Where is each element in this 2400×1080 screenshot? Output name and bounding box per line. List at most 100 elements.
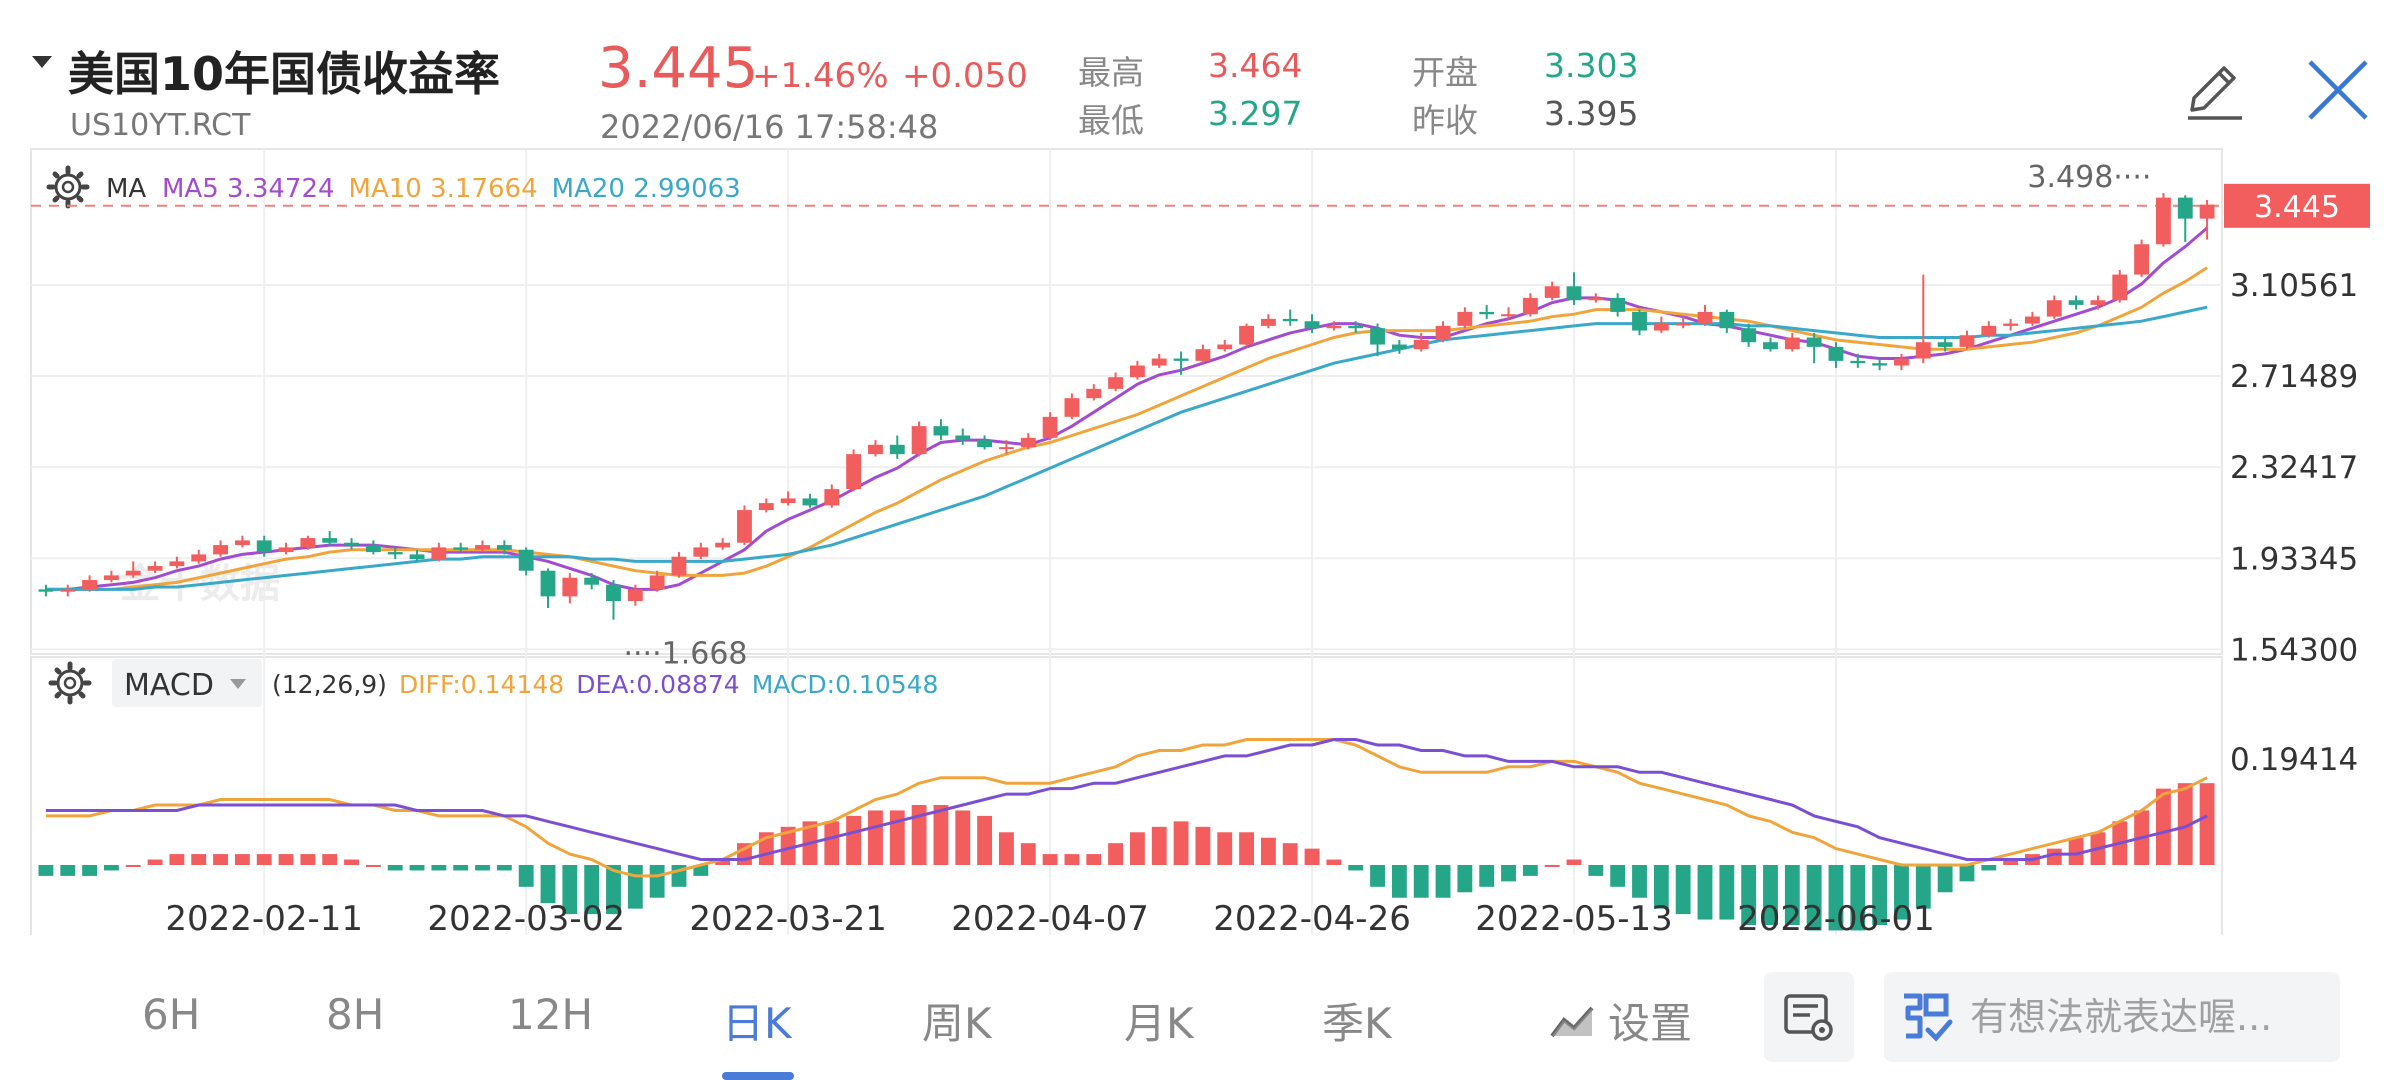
macd-tick-label: 0.19414 bbox=[2230, 742, 2358, 778]
candle-body bbox=[518, 549, 534, 571]
ma-indicator-label[interactable]: MA bbox=[106, 174, 146, 204]
instrument-title[interactable]: 美国10年国债收益率 bbox=[68, 47, 501, 101]
settings-button[interactable]: 设置 bbox=[1550, 990, 1692, 1051]
bottom-toolbar: 6H 8H 12H 日K 周K 月K 季K 设置 bbox=[0, 960, 2400, 1080]
candle-body bbox=[824, 489, 840, 506]
ma-lines bbox=[45, 226, 2209, 591]
macd-bar bbox=[169, 854, 185, 865]
chart-svg[interactable]: 金十数据 MA MA5 3.34724 MA10 3.17664 MA20 2.99… bbox=[0, 145, 2400, 935]
macd-bar bbox=[868, 810, 883, 865]
candle-body bbox=[2112, 274, 2128, 301]
candle-body bbox=[431, 547, 447, 560]
comment-box[interactable] bbox=[1884, 972, 2340, 1062]
macd-bar bbox=[1653, 865, 1669, 909]
macd-bar bbox=[1632, 865, 1647, 898]
ma10-line bbox=[45, 266, 2208, 591]
news-button[interactable] bbox=[1764, 972, 1854, 1062]
stat-low-label: 最低 bbox=[1078, 101, 1144, 140]
candle-body bbox=[1894, 358, 1909, 366]
macd-bar bbox=[780, 826, 796, 865]
candle-body bbox=[1763, 342, 1778, 350]
comment-input[interactable] bbox=[1970, 984, 2330, 1050]
candle-body bbox=[278, 547, 294, 553]
tab-quarterly-k[interactable]: 季K bbox=[1322, 999, 1392, 1048]
candle-body bbox=[125, 570, 141, 576]
stat-open-value: 3.303 bbox=[1544, 46, 1639, 85]
macd-bar bbox=[496, 865, 512, 871]
macd-bar bbox=[627, 865, 643, 909]
candle-body bbox=[1086, 388, 1102, 399]
macd-bar bbox=[300, 854, 316, 865]
macd-legend-item: DIFF:0.14148 bbox=[399, 670, 564, 699]
change-amount: +0.050 bbox=[902, 56, 1028, 96]
tab-6h[interactable]: 6H bbox=[142, 990, 201, 1039]
macd-bar bbox=[409, 865, 425, 871]
macd-gear-icon[interactable] bbox=[48, 661, 92, 705]
ma-legend-item: MA5 3.34724 bbox=[162, 174, 335, 204]
macd-bar bbox=[431, 865, 447, 871]
chevron-down-icon[interactable] bbox=[230, 679, 246, 689]
macd-selector[interactable] bbox=[112, 659, 262, 707]
caret-down-icon[interactable] bbox=[32, 56, 52, 68]
tab-8h[interactable]: 8H bbox=[326, 990, 385, 1039]
macd-bar bbox=[1763, 865, 1778, 925]
macd-bar bbox=[1151, 826, 1167, 865]
price-tick-label: 3.10561 bbox=[2230, 268, 2358, 304]
macd-bar bbox=[1501, 865, 1516, 882]
macd-bar bbox=[911, 805, 927, 865]
macd-y-ticks: 0.19414-0.19414 bbox=[2230, 742, 2358, 778]
candle-body bbox=[889, 444, 905, 455]
macd-bar bbox=[1239, 832, 1254, 865]
x-date-label: 2022-04-26 bbox=[1213, 899, 1411, 935]
candle-body bbox=[1108, 377, 1124, 389]
tab-weekly-k[interactable]: 周K bbox=[922, 999, 992, 1048]
pencil-icon[interactable] bbox=[2180, 52, 2250, 122]
macd-bar bbox=[1064, 854, 1080, 865]
macd-selector-label[interactable]: MACD bbox=[124, 668, 214, 703]
macd-bar bbox=[1086, 854, 1102, 865]
macd-bar bbox=[2003, 859, 2019, 865]
candle-body bbox=[2068, 300, 2084, 305]
macd-bar bbox=[933, 805, 949, 865]
macd-bar bbox=[1173, 821, 1189, 865]
candle-body bbox=[1588, 297, 1604, 301]
max-annotation: 3.498···· bbox=[2027, 160, 2151, 195]
candle-body bbox=[2090, 300, 2106, 305]
close-icon[interactable] bbox=[2300, 52, 2376, 128]
diff-line bbox=[45, 738, 2208, 878]
macd-bar bbox=[1588, 865, 1604, 876]
candle-body bbox=[2134, 244, 2150, 275]
danmaku-icon[interactable] bbox=[1898, 988, 1954, 1044]
candle-body bbox=[999, 447, 1014, 450]
macd-bar bbox=[1129, 832, 1145, 865]
candle-body bbox=[2046, 300, 2062, 317]
tab-12h[interactable]: 12H bbox=[508, 990, 594, 1039]
quote-header: 美国10年国债收益率 US10YT.RCT 3.445 +1.46% +0.05… bbox=[0, 0, 2400, 146]
macd-bar bbox=[2199, 783, 2215, 865]
macd-bar bbox=[387, 865, 403, 871]
candles[interactable] bbox=[38, 192, 2215, 620]
candle-body bbox=[977, 440, 993, 448]
macd-bar bbox=[584, 865, 600, 915]
candle-body bbox=[496, 545, 512, 550]
tab-monthly-k[interactable]: 月K bbox=[1124, 999, 1194, 1048]
macd-bar bbox=[1348, 865, 1364, 871]
chart-area[interactable]: 金十数据 MA MA5 3.34724 MA10 3.17664 MA20 2.99… bbox=[0, 145, 2400, 935]
macd-bar bbox=[365, 865, 381, 867]
candle-body bbox=[453, 547, 469, 550]
macd-bar bbox=[1544, 865, 1560, 867]
gear-icon[interactable] bbox=[46, 165, 90, 209]
macd-bar bbox=[1784, 865, 1800, 925]
candle-body bbox=[1697, 311, 1713, 324]
macd-bar bbox=[1522, 865, 1538, 876]
candle-body bbox=[1326, 325, 1342, 329]
macd-bar bbox=[824, 821, 840, 865]
macd-bar bbox=[1413, 865, 1429, 898]
tab-daily-k[interactable]: 日K bbox=[722, 999, 792, 1048]
candle-body bbox=[82, 580, 97, 590]
macd-bar bbox=[606, 865, 621, 915]
candle-body bbox=[1151, 358, 1167, 366]
price-tick-label: 1.93345 bbox=[2230, 541, 2358, 577]
price-tick-label: 2.32417 bbox=[2230, 450, 2358, 486]
candle-body bbox=[2156, 197, 2171, 245]
